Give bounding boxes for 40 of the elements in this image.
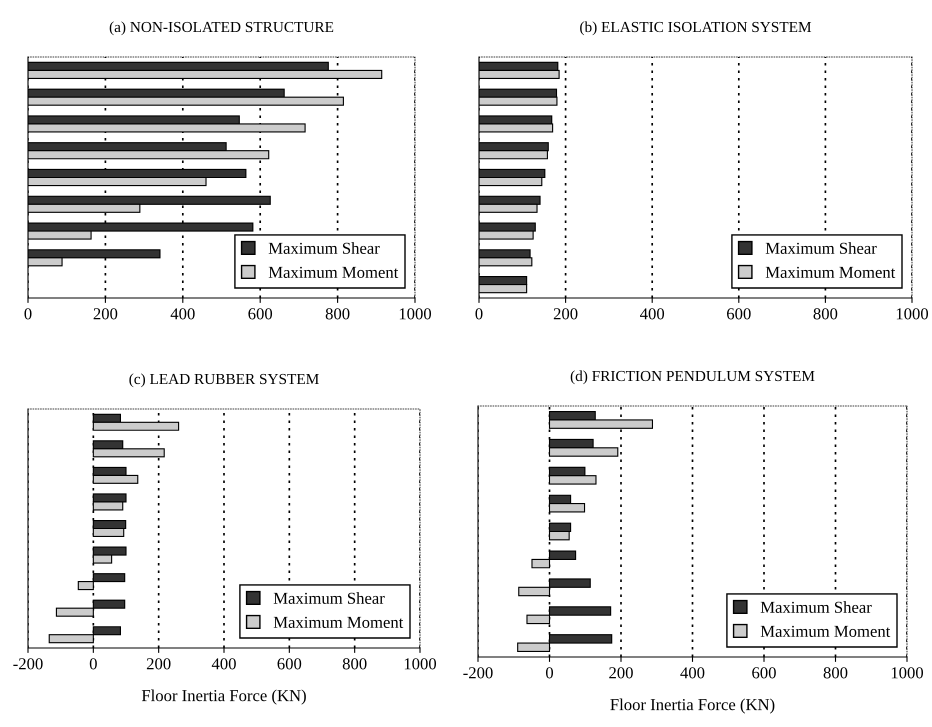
x-tick-label: 800 bbox=[824, 667, 848, 678]
chart-title: (d) FRICTION PENDULUM SYSTEM bbox=[570, 370, 814, 384]
x-tick-label: 800 bbox=[342, 658, 367, 670]
x-tick-label: 200 bbox=[554, 308, 578, 320]
x-tick-label: 600 bbox=[727, 308, 751, 320]
x-tick-label: 1000 bbox=[892, 667, 924, 678]
x-tick-label: -200 bbox=[13, 658, 43, 670]
x-tick-label: 400 bbox=[212, 658, 236, 670]
x-tick-label: 1000 bbox=[400, 308, 432, 320]
x-axis-title: Floor Inertia Force (KN) bbox=[142, 690, 306, 705]
x-tick-label: 0 bbox=[546, 667, 554, 678]
x-tick-label: 600 bbox=[752, 667, 776, 678]
x-tick-label: 400 bbox=[640, 308, 664, 320]
legend-label: Maximum Moment bbox=[274, 616, 404, 628]
x-axis-title: Floor Inertia Force (KN) bbox=[610, 698, 774, 714]
x-tick-label: 600 bbox=[278, 658, 302, 670]
x-tick-label: 200 bbox=[609, 667, 633, 678]
x-tick-label: 600 bbox=[248, 308, 272, 320]
x-tick-label: 400 bbox=[680, 667, 704, 678]
x-tick-label: 800 bbox=[326, 308, 350, 320]
x-tick-label: 0 bbox=[90, 658, 97, 670]
legend-label: Maximum Moment bbox=[766, 266, 896, 278]
chart-title: (c) LEAD RUBBER SYSTEM bbox=[129, 373, 319, 388]
x-tick-label: 1000 bbox=[896, 308, 928, 320]
legend-label: Maximum Shear bbox=[760, 601, 872, 613]
x-tick-label: 1000 bbox=[404, 658, 436, 670]
legend-label: Maximum Shear bbox=[274, 592, 385, 604]
legend-label: Maximum Moment bbox=[268, 266, 398, 278]
legend-label: Maximum Shear bbox=[268, 242, 380, 254]
x-tick-label: 200 bbox=[94, 308, 118, 320]
x-tick-label: 200 bbox=[146, 658, 171, 670]
legend-label: Maximum Moment bbox=[760, 626, 890, 637]
x-tick-label: 400 bbox=[170, 308, 195, 320]
x-tick-label: 0 bbox=[24, 308, 32, 320]
chart-title: (a) NON-ISOLATED STRUCTURE bbox=[110, 21, 334, 36]
x-tick-label: -200 bbox=[463, 667, 493, 678]
legend-label: Maximum Shear bbox=[766, 242, 877, 254]
chart-title: (b) ELASTIC ISOLATION SYSTEM bbox=[580, 21, 812, 36]
x-tick-label: 800 bbox=[814, 308, 838, 320]
x-tick-label: 0 bbox=[475, 308, 483, 320]
